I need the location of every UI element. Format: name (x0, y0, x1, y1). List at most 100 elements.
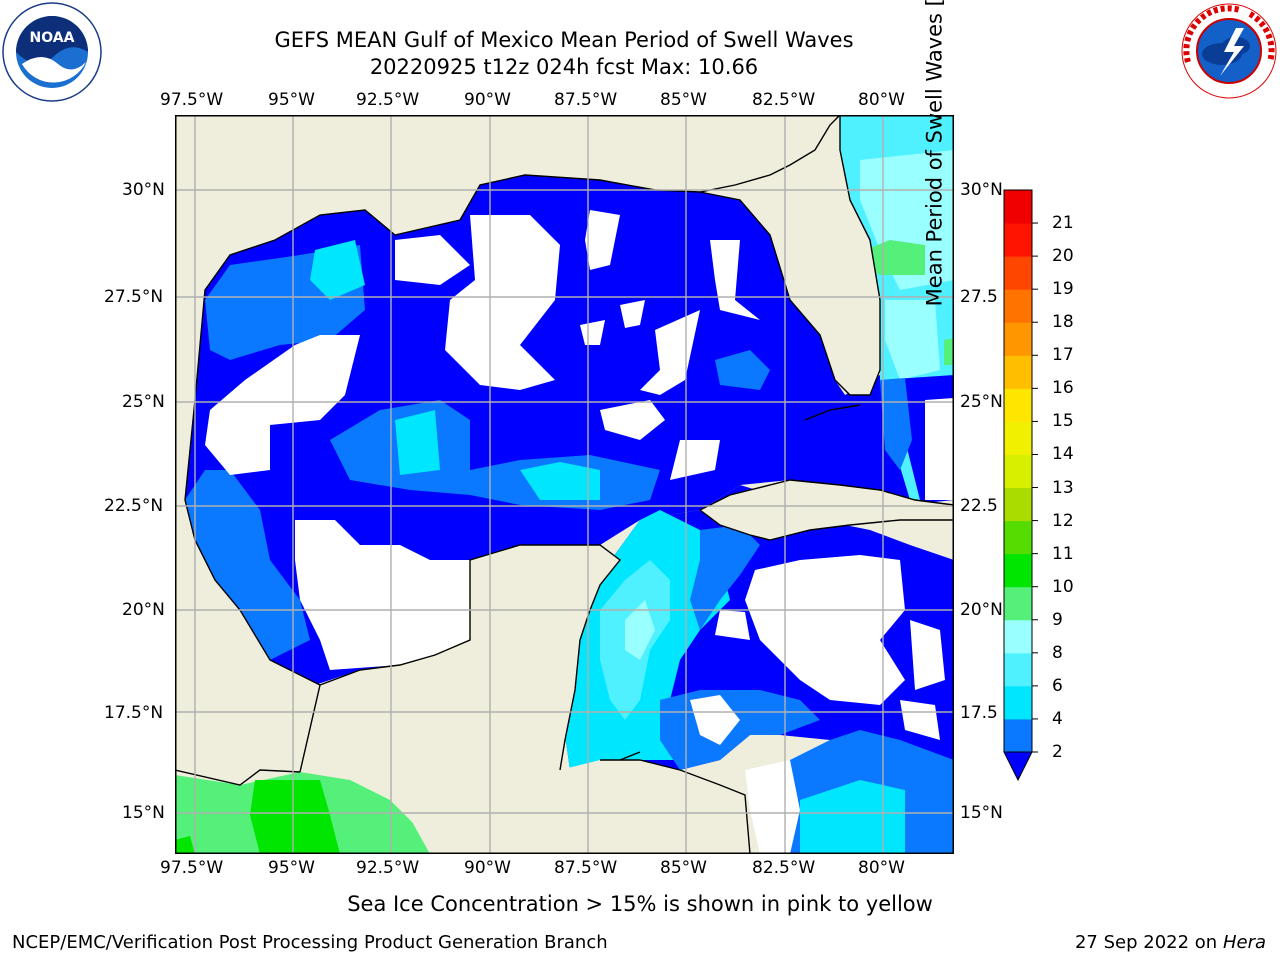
atlantic-green (865, 240, 925, 275)
data-gap (445, 215, 560, 390)
data-gap (205, 335, 360, 475)
colorbar-tick-label: 6 (1052, 675, 1063, 696)
lat-label: 25°N (122, 392, 165, 412)
colorbar-segment (1004, 223, 1032, 257)
data-gap (395, 235, 470, 285)
colorbar-segment (1004, 322, 1032, 356)
colorbar-tick-label: 10 (1052, 576, 1074, 597)
colorbar-extend-triangle (1003, 751, 1033, 782)
lon-label: 97.5°W (160, 858, 224, 878)
lon-label: 85°W (660, 90, 707, 110)
data-gap (295, 520, 470, 670)
colorbar-tick-label: 16 (1052, 378, 1074, 399)
data-gap (600, 400, 665, 440)
colorbar-segment (1004, 421, 1032, 455)
lat-label: 25°N (960, 392, 1003, 412)
data-gap (690, 695, 740, 745)
data-gap (670, 440, 720, 480)
colorbar-tick-label: 9 (1052, 609, 1063, 630)
lat-label: 20°N (960, 600, 1003, 620)
gulf-shelf-light (185, 470, 310, 660)
colorbar-segment (1004, 520, 1032, 555)
data-gap (580, 320, 605, 345)
lon-label: 80°W (858, 90, 905, 110)
title-line-1: GEFS MEAN Gulf of Mexico Mean Period of … (274, 28, 854, 52)
nws-logo (1181, 3, 1277, 99)
atlantic-palest (885, 300, 940, 380)
lat-label: 15°N (122, 803, 165, 823)
colorbar-frame (1003, 189, 1033, 753)
colorbar-tick-label: 8 (1052, 642, 1063, 663)
colorbar-segment (1004, 553, 1032, 588)
data-gap (710, 240, 760, 320)
colorbar-tick-label: 21 (1052, 213, 1074, 234)
colorbar (1003, 189, 1038, 782)
lat-label: 17.5 (960, 703, 998, 723)
caribbean-light-blue (690, 525, 760, 630)
atlantic-light (880, 378, 912, 470)
map-panel (175, 115, 954, 854)
lat-label: 27.5 (960, 287, 998, 307)
lon-label: 80°W (858, 858, 905, 878)
colorbar-tick-label: 4 (1052, 708, 1063, 729)
colorbar-title: Mean Period of Swell Waves [s] (922, 0, 947, 307)
data-gap (910, 620, 945, 690)
colorbar-segment (1004, 454, 1032, 489)
lon-label: 95°W (268, 90, 315, 110)
lat-label: 22.5 (960, 496, 998, 516)
credit-text: NCEP/EMC/Verification Post Processing Pr… (12, 932, 608, 953)
data-gap (925, 398, 954, 500)
colorbar-tick-label: 12 (1052, 510, 1074, 531)
system-name: Hera (1222, 932, 1266, 953)
mexico-land (175, 115, 700, 854)
lat-label: 30°N (960, 180, 1003, 200)
date-text: 27 Sep 2022 on (1074, 932, 1218, 953)
lon-label: 92.5°W (356, 90, 420, 110)
lon-label: 97.5°W (160, 90, 224, 110)
lon-label: 92.5°W (356, 858, 420, 878)
gulf-mid-cyan (310, 240, 365, 300)
data-gap (585, 210, 620, 270)
data-gap (745, 760, 800, 854)
colorbar-segment (1004, 388, 1032, 422)
colorbar-segment (1004, 190, 1032, 224)
colorbar-tick-label: 2 (1052, 742, 1063, 762)
coastlines (175, 115, 954, 854)
noaa-logo: NOAA (2, 2, 102, 102)
colorbar-segment (1004, 355, 1032, 389)
colorbar-segment (1004, 619, 1032, 654)
colorbar-tick-label: 20 (1052, 246, 1074, 267)
colorbar-tick-label: 19 (1052, 279, 1074, 300)
lon-label: 90°W (464, 858, 511, 878)
caribbean-south-cyan (800, 780, 905, 854)
yucatan-land (440, 545, 620, 770)
gulf-east-light (715, 350, 770, 390)
lat-label: 20°N (122, 600, 165, 620)
colorbar-segment (1004, 487, 1032, 522)
colorbar-tick-label: 18 (1052, 312, 1074, 333)
sea-ice-note: Sea Ice Concentration > 15% is shown in … (347, 892, 933, 916)
lat-label: 17.5°N (104, 703, 164, 723)
colorbar-segment (1004, 652, 1032, 687)
gulf-mid-cyan (395, 410, 440, 475)
data-gap (715, 610, 750, 640)
lat-label: 15°N (960, 803, 1003, 823)
gulf-mid-cyan (520, 462, 600, 500)
lon-label: 87.5°W (554, 90, 618, 110)
colorbar-segment (1004, 685, 1032, 720)
colorbar-tick-label: 14 (1052, 444, 1074, 465)
date-stamp: 27 Sep 2022 on Hera (1075, 932, 1266, 954)
lon-label: 85°W (660, 858, 707, 878)
florida-land (700, 115, 880, 395)
lat-label: 30°N (122, 180, 165, 200)
caribbean-palest (625, 600, 655, 660)
pacific-green (250, 780, 340, 854)
colorbar-segment (1004, 256, 1032, 290)
lat-label: 27.5°N (104, 287, 164, 307)
lon-label: 95°W (268, 858, 315, 878)
map-border (175, 115, 954, 854)
gridlines (175, 115, 954, 854)
lon-label: 90°W (464, 90, 511, 110)
svg-text:NOAA: NOAA (30, 30, 75, 46)
colorbar-tick-label: 17 (1052, 345, 1074, 366)
